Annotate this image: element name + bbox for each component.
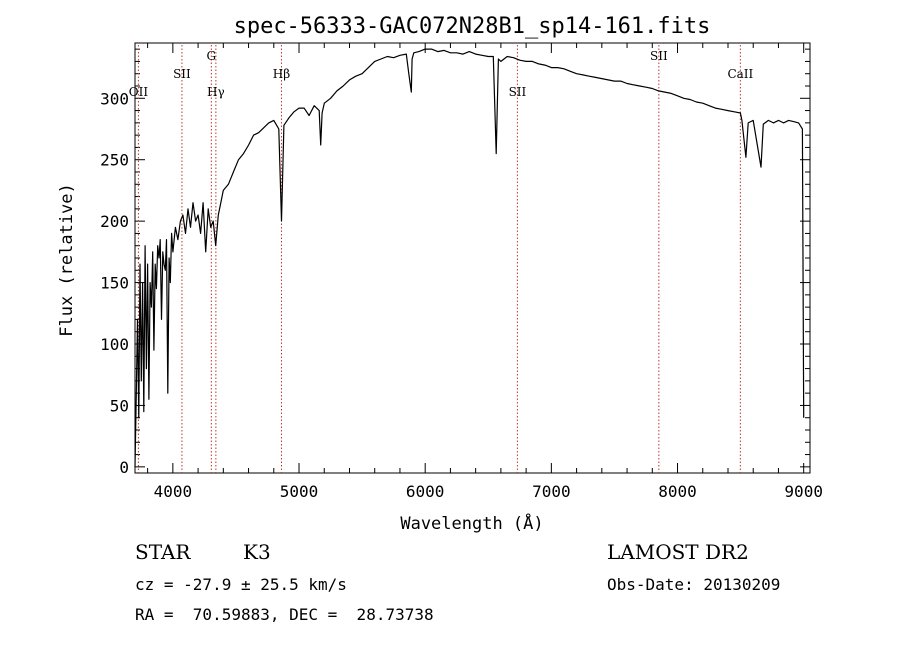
y-axis-label: Flux (relative) [57, 183, 77, 337]
spectral-line-label: G [207, 49, 217, 63]
spectrum-line [134, 48, 805, 467]
redshift-text: cz = -27.9 ± 25.5 km/s [135, 575, 347, 594]
y-tick-label: 50 [110, 396, 129, 415]
spectral-line-label: Hβ [273, 67, 290, 81]
x-tick-label: 4000 [154, 482, 193, 501]
spectral-line-label: SII [509, 85, 527, 99]
plot-area: 4000 5000 6000 7000 8000 9000 0 50 100 150 200 250 3… [100, 42, 823, 501]
x-axis-label: Wavelength (Å) [400, 512, 543, 534]
y-tick-label: 0 [119, 458, 129, 477]
x-tick-label: 9000 [784, 482, 823, 501]
object-class: STAR [135, 540, 191, 564]
spectral-line-label: OII [129, 85, 149, 99]
survey-name: LAMOST DR2 [607, 540, 749, 564]
y-tick-label: 100 [100, 335, 129, 354]
y-tick-label: 300 [100, 89, 129, 108]
y-tick-label: 150 [100, 274, 129, 293]
spectral-line-label: SII [650, 49, 668, 63]
y-tick-label: 200 [100, 212, 129, 231]
x-tick-label: 7000 [532, 482, 571, 501]
coordinates-text: RA = 70.59883, DEC = 28.73738 [135, 605, 434, 624]
y-tick-label: 250 [100, 151, 129, 170]
x-tick-label: 6000 [406, 482, 445, 501]
x-tick-label: 8000 [658, 482, 697, 501]
plot-frame [134, 42, 811, 474]
spectral-line-label: CaII [727, 67, 753, 81]
x-tick-label: 5000 [280, 482, 319, 501]
chart-title: spec-56333-GAC072N28B1_sp14-161.fits [234, 14, 711, 39]
object-subclass: K3 [243, 540, 271, 564]
obs-date-text: Obs-Date: 20130209 [607, 575, 781, 594]
spectral-line-label: Hγ [207, 85, 225, 99]
spectral-line-label: SII [173, 67, 191, 81]
